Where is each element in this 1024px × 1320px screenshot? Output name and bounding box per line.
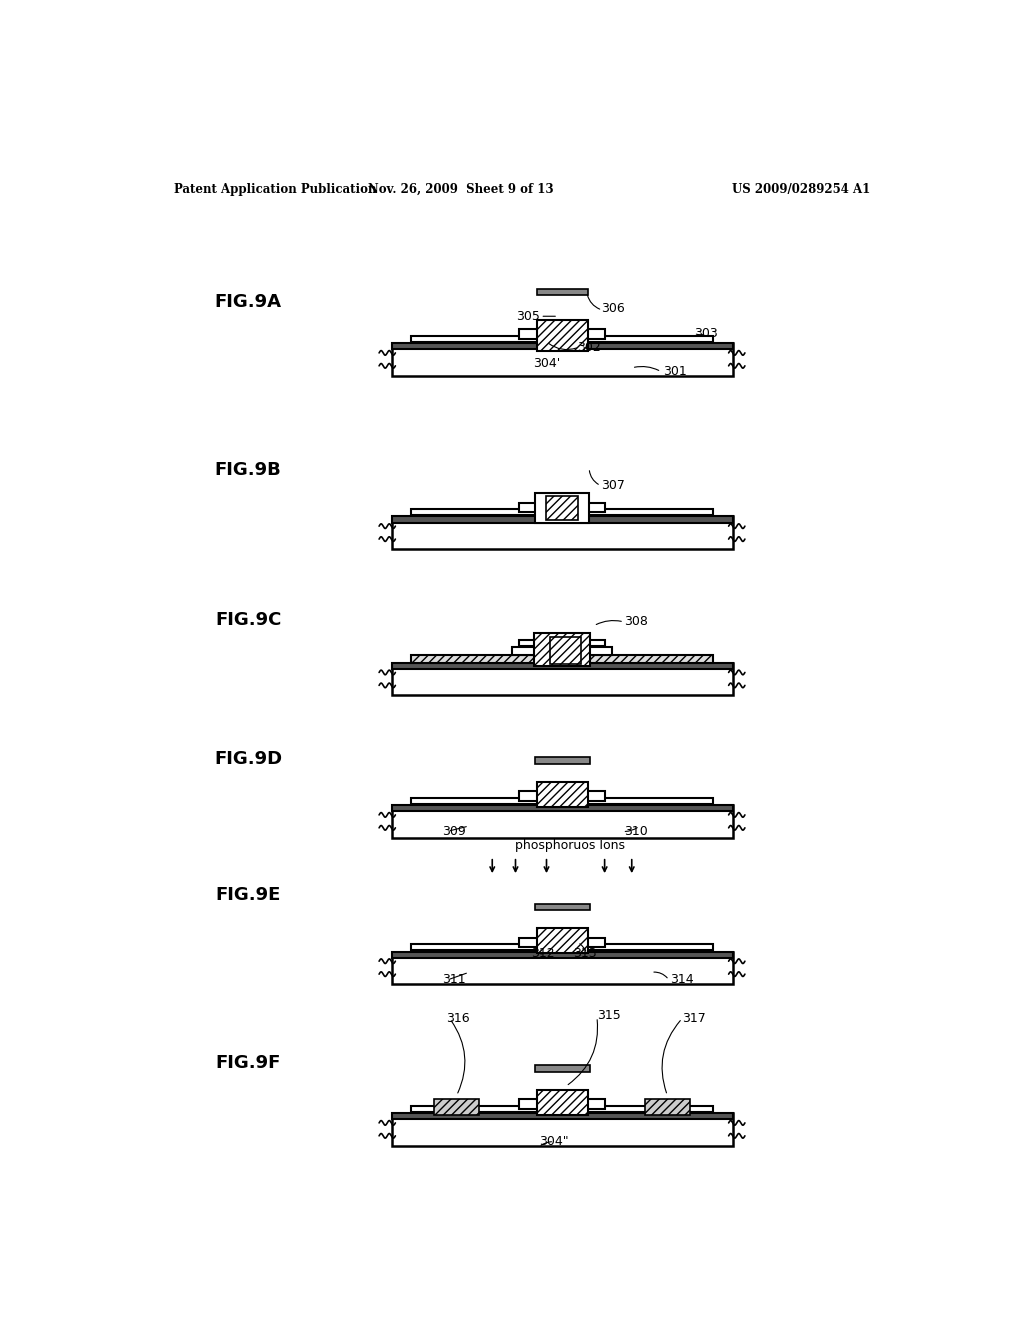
Text: Nov. 26, 2009  Sheet 9 of 13: Nov. 26, 2009 Sheet 9 of 13 [369, 182, 554, 195]
Bar [519, 937, 604, 946]
Bar [535, 904, 590, 909]
Text: 304": 304" [540, 1135, 569, 1148]
Text: 306: 306 [601, 302, 625, 315]
Bar [535, 494, 589, 523]
Bar [512, 647, 612, 655]
Text: 315: 315 [597, 1008, 621, 1022]
Text: 303: 303 [693, 326, 718, 339]
Bar [519, 503, 604, 512]
Bar [550, 638, 581, 664]
Text: 313: 313 [573, 948, 597, 961]
Text: 304': 304' [532, 356, 560, 370]
Text: phosphoruos Ions: phosphoruos Ions [515, 838, 625, 851]
Text: FIG.9B: FIG.9B [215, 461, 282, 479]
Text: 307: 307 [601, 479, 625, 492]
Bar [391, 663, 732, 669]
Text: FIG.9A: FIG.9A [215, 293, 282, 312]
Bar [391, 343, 732, 376]
Bar [535, 758, 590, 763]
Bar [538, 928, 588, 953]
Bar [411, 944, 713, 950]
Text: 309: 309 [442, 825, 466, 838]
Bar [535, 634, 590, 665]
Bar [519, 792, 604, 800]
Bar [391, 952, 732, 983]
Text: US 2009/0289254 A1: US 2009/0289254 A1 [732, 182, 870, 195]
Bar [538, 1090, 588, 1114]
Text: FIG.9C: FIG.9C [215, 611, 282, 630]
Bar [538, 289, 588, 296]
Bar [519, 1100, 604, 1109]
Bar [411, 797, 713, 804]
Text: 305: 305 [516, 310, 541, 323]
Bar [391, 516, 732, 523]
Bar [538, 781, 588, 807]
Text: FIG.9E: FIG.9E [215, 886, 281, 904]
Text: 302: 302 [578, 341, 601, 354]
Bar [535, 1065, 590, 1072]
Text: 301: 301 [663, 366, 686, 379]
Bar [391, 343, 732, 350]
Bar [411, 335, 713, 342]
Bar [391, 663, 732, 696]
Bar [434, 1100, 479, 1114]
Bar [519, 330, 604, 339]
Bar [391, 952, 732, 958]
Text: FIG.9F: FIG.9F [215, 1055, 281, 1072]
Bar [411, 1106, 713, 1111]
Text: FIG.9D: FIG.9D [214, 750, 283, 768]
Text: 310: 310 [624, 825, 648, 838]
Text: 316: 316 [445, 1012, 469, 1026]
Bar [391, 516, 732, 549]
Bar [411, 655, 713, 663]
Bar [391, 1113, 732, 1119]
Bar [391, 805, 732, 812]
Text: 314: 314 [671, 973, 694, 986]
Text: 312: 312 [530, 948, 554, 961]
Bar [391, 1113, 732, 1146]
Bar [391, 805, 732, 838]
Text: Patent Application Publication: Patent Application Publication [174, 182, 377, 195]
Text: 308: 308 [624, 615, 648, 628]
Bar [546, 496, 579, 520]
Text: 311: 311 [442, 973, 466, 986]
Bar [519, 640, 604, 645]
Text: 317: 317 [682, 1012, 706, 1026]
Bar [538, 321, 588, 351]
Bar [645, 1100, 690, 1114]
Bar [411, 508, 713, 515]
